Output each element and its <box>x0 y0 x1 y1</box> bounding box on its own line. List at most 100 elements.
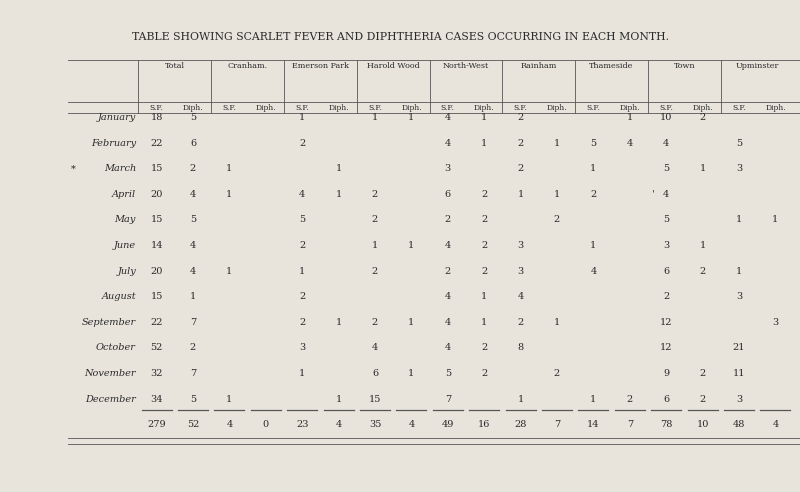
Text: August: August <box>102 292 136 301</box>
Text: 2: 2 <box>518 139 524 148</box>
Text: 1: 1 <box>335 164 342 173</box>
Text: 78: 78 <box>660 420 672 429</box>
Text: 1: 1 <box>335 190 342 199</box>
Text: 4: 4 <box>408 420 414 429</box>
Text: Diph.: Diph. <box>765 104 786 112</box>
Text: Diph.: Diph. <box>546 104 567 112</box>
Text: Diph.: Diph. <box>619 104 640 112</box>
Text: 1: 1 <box>226 267 233 276</box>
Text: 20: 20 <box>150 190 162 199</box>
Text: 7: 7 <box>554 420 560 429</box>
Text: 4: 4 <box>445 139 451 148</box>
Text: 1: 1 <box>335 318 342 327</box>
Text: 4: 4 <box>445 113 451 122</box>
Text: 3: 3 <box>518 241 524 250</box>
Text: 2: 2 <box>445 267 451 276</box>
Text: 1: 1 <box>736 215 742 224</box>
Text: S.F.: S.F. <box>514 104 527 112</box>
Text: 52: 52 <box>187 420 199 429</box>
Text: 3: 3 <box>736 292 742 301</box>
Text: 1: 1 <box>772 215 778 224</box>
Text: 1: 1 <box>590 164 597 173</box>
Text: 22: 22 <box>150 318 163 327</box>
Text: Upminster: Upminster <box>735 62 779 70</box>
Text: 1: 1 <box>226 395 233 403</box>
Text: S.F.: S.F. <box>295 104 309 112</box>
Text: 52: 52 <box>150 343 162 352</box>
Text: 2: 2 <box>372 318 378 327</box>
Text: 21: 21 <box>733 343 746 352</box>
Text: 5: 5 <box>190 215 196 224</box>
Text: 1: 1 <box>335 395 342 403</box>
Text: 4: 4 <box>445 292 451 301</box>
Text: 49: 49 <box>442 420 454 429</box>
Text: 2: 2 <box>699 395 706 403</box>
Text: Diph.: Diph. <box>474 104 494 112</box>
Text: 2: 2 <box>699 267 706 276</box>
Text: 7: 7 <box>626 420 633 429</box>
Text: S.F.: S.F. <box>368 104 382 112</box>
Text: January: January <box>98 113 136 122</box>
Text: 14: 14 <box>150 241 163 250</box>
Text: 23: 23 <box>296 420 309 429</box>
Text: 1: 1 <box>554 318 560 327</box>
Text: TABLE SHOWING SCARLET FEVER AND DIPHTHERIA CASES OCCURRING IN EACH MONTH.: TABLE SHOWING SCARLET FEVER AND DIPHTHER… <box>131 32 669 42</box>
Text: 2: 2 <box>372 190 378 199</box>
Text: Thameside: Thameside <box>590 62 634 70</box>
Text: 7: 7 <box>445 395 451 403</box>
Text: 279: 279 <box>147 420 166 429</box>
Text: 5: 5 <box>190 395 196 403</box>
Text: 2: 2 <box>590 190 597 199</box>
Text: 2: 2 <box>518 318 524 327</box>
Text: Diph.: Diph. <box>692 104 713 112</box>
Text: S.F.: S.F. <box>150 104 163 112</box>
Text: Rainham: Rainham <box>521 62 557 70</box>
Text: Diph.: Diph. <box>182 104 203 112</box>
Text: 35: 35 <box>369 420 381 429</box>
Text: 2: 2 <box>518 113 524 122</box>
Text: 7: 7 <box>190 318 196 327</box>
Text: 3: 3 <box>299 343 306 352</box>
Text: Harold Wood: Harold Wood <box>367 62 419 70</box>
Text: 1: 1 <box>481 318 487 327</box>
Text: 1: 1 <box>554 190 560 199</box>
Text: 5: 5 <box>663 215 670 224</box>
Text: 2: 2 <box>299 241 306 250</box>
Text: 1: 1 <box>408 369 414 378</box>
Text: 5: 5 <box>736 139 742 148</box>
Text: 4: 4 <box>445 318 451 327</box>
Text: 2: 2 <box>481 369 487 378</box>
Text: 0: 0 <box>262 420 269 429</box>
Text: February: February <box>91 139 136 148</box>
Text: 15: 15 <box>369 395 381 403</box>
Text: 14: 14 <box>587 420 600 429</box>
Text: 5: 5 <box>299 215 306 224</box>
Text: 2: 2 <box>699 113 706 122</box>
Text: Total: Total <box>165 62 185 70</box>
Text: 34: 34 <box>150 395 163 403</box>
Text: 1: 1 <box>190 292 196 301</box>
Text: 4: 4 <box>772 420 778 429</box>
Text: 4: 4 <box>663 139 670 148</box>
Text: 2: 2 <box>554 215 560 224</box>
Text: 3: 3 <box>772 318 778 327</box>
Text: 2: 2 <box>299 318 306 327</box>
Text: 1: 1 <box>372 241 378 250</box>
Text: 7: 7 <box>190 369 196 378</box>
Text: 2: 2 <box>299 139 306 148</box>
Text: 3: 3 <box>736 164 742 173</box>
Text: Cranham.: Cranham. <box>227 62 268 70</box>
Text: 1: 1 <box>518 395 524 403</box>
Text: 4: 4 <box>445 241 451 250</box>
Text: 4: 4 <box>190 190 196 199</box>
Text: May: May <box>114 215 136 224</box>
Text: 2: 2 <box>663 292 670 301</box>
Text: 15: 15 <box>150 292 162 301</box>
Text: S.F.: S.F. <box>659 104 673 112</box>
Text: 12: 12 <box>660 343 673 352</box>
Text: 1: 1 <box>736 267 742 276</box>
Text: 1: 1 <box>408 318 414 327</box>
Text: North-West: North-West <box>443 62 489 70</box>
Text: 11: 11 <box>733 369 746 378</box>
Text: S.F.: S.F. <box>732 104 746 112</box>
